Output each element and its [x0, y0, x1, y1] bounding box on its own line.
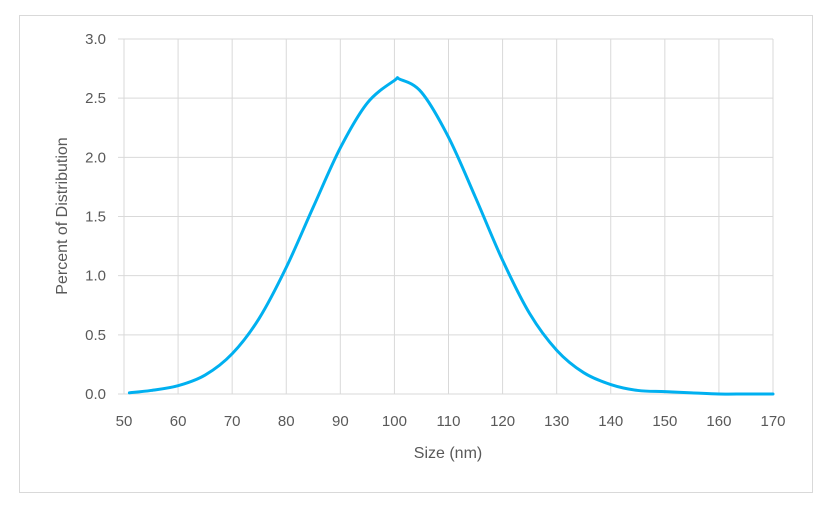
gridlines	[118, 38, 774, 395]
y-axis-title: Percent of Distribution	[54, 137, 71, 294]
x-tick-label: 60	[170, 413, 187, 430]
x-tick-label: 50	[116, 413, 133, 430]
x-tick-label: 130	[544, 413, 569, 430]
x-tick-label: 70	[224, 413, 241, 430]
y-tick-label: 3.0	[85, 31, 106, 48]
x-tick-label: 110	[437, 413, 461, 430]
chart-frame	[19, 15, 813, 493]
y-tick-label: 1.5	[85, 209, 106, 226]
distribution-curve	[127, 76, 775, 396]
x-tick-label: 140	[598, 413, 623, 430]
y-tick-label: 2.0	[85, 149, 106, 166]
x-tick-label: 150	[652, 413, 677, 430]
x-axis-ticks: 50 60 70 80 90 100 110 120 130 140 150 160 170	[116, 413, 786, 430]
y-tick-label: 2.5	[85, 90, 106, 107]
y-axis-ticks: 0.0 0.5 1.0 1.5 2.0 2.5 3.0	[85, 31, 106, 403]
y-tick-label: 1.0	[85, 268, 106, 285]
y-tick-label: 0.5	[85, 327, 106, 344]
x-axis-title: Size (nm)	[414, 445, 482, 462]
x-tick-label: 160	[706, 413, 731, 430]
x-tick-label: 170	[760, 413, 785, 430]
x-tick-label: 90	[332, 413, 349, 430]
x-tick-label: 100	[382, 413, 407, 430]
x-tick-label: 80	[278, 413, 295, 430]
y-tick-label: 0.0	[85, 386, 106, 403]
x-tick-label: 120	[490, 413, 515, 430]
